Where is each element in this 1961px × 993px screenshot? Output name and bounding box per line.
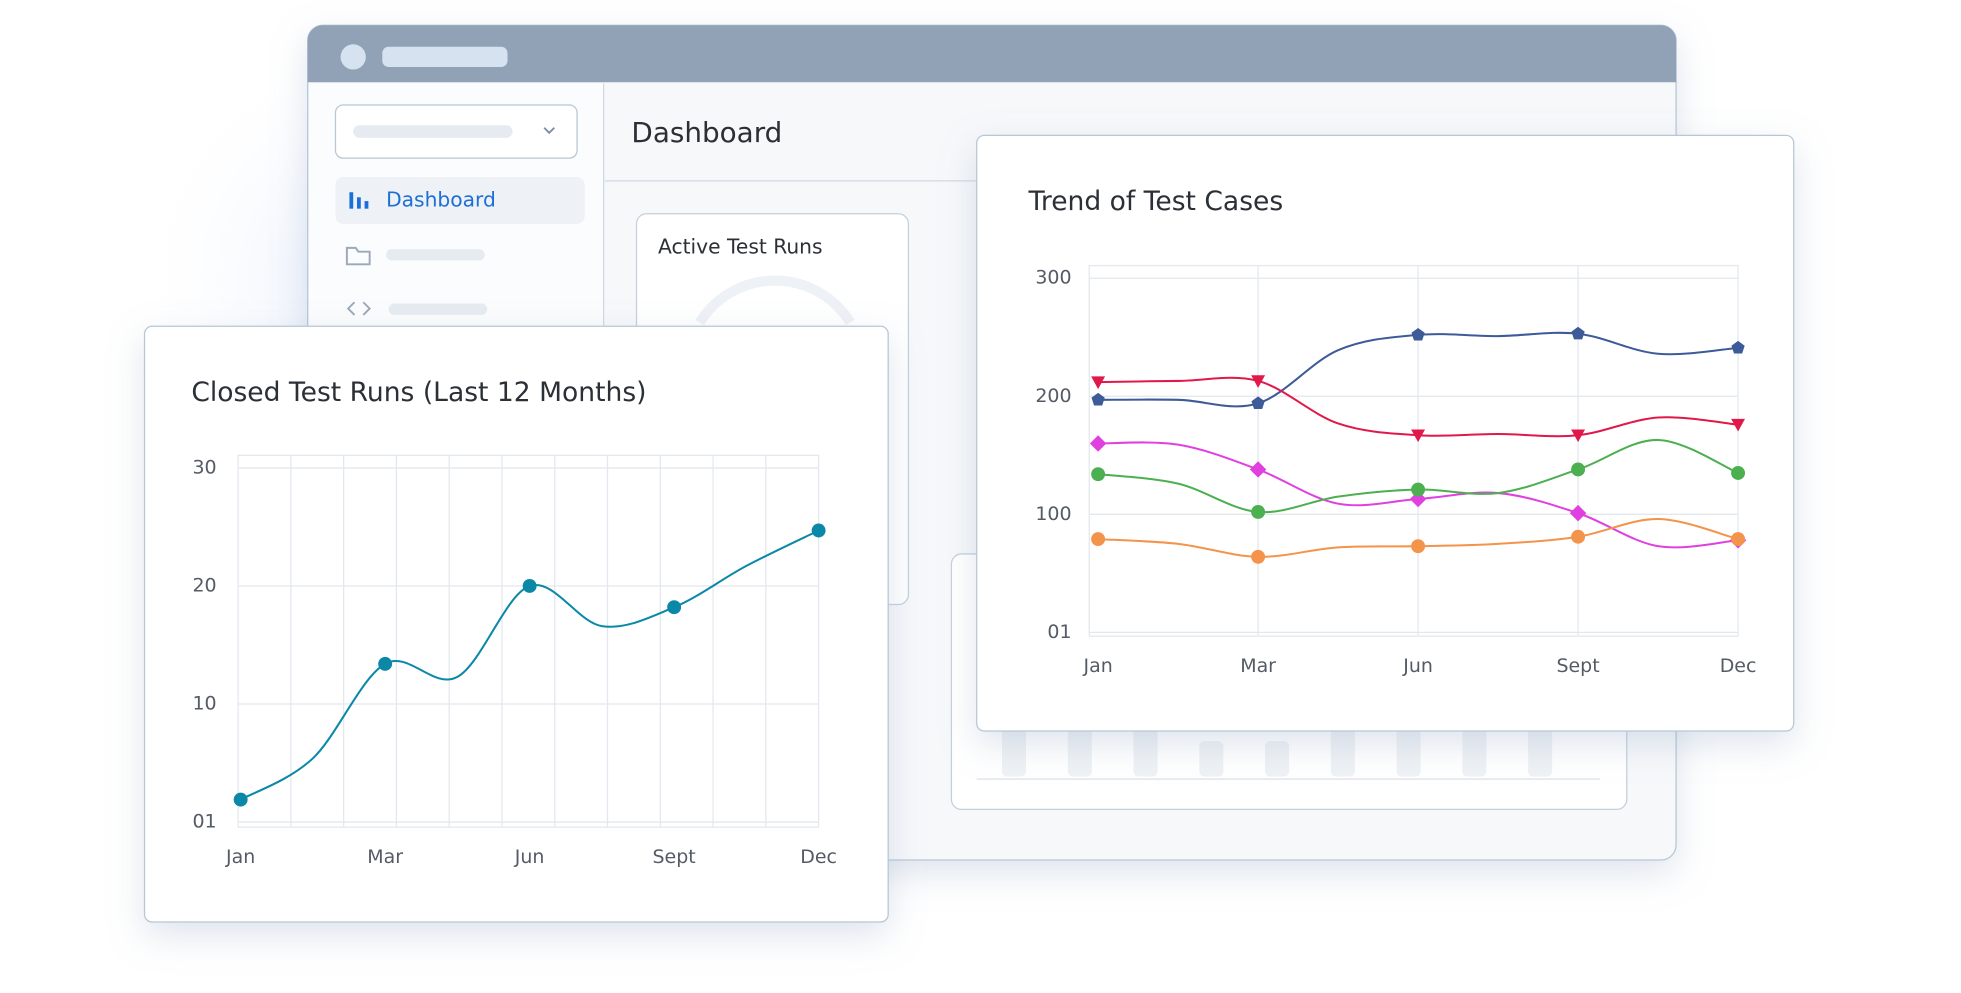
data-point: [1251, 504, 1266, 519]
nav-icon: [349, 192, 369, 209]
data-point: [1491, 486, 1505, 500]
y-tick-label: 30: [192, 456, 216, 478]
y-tick-label: 01: [192, 811, 216, 833]
chevron: [543, 127, 555, 135]
window-dot: [340, 44, 366, 70]
y-tick-label: 300: [1035, 267, 1071, 289]
faded-bars: [1002, 720, 1553, 777]
x-tick-label: Sept: [653, 846, 696, 868]
data-point: [1491, 537, 1505, 551]
data-point: [450, 670, 464, 684]
data-point: [1249, 461, 1267, 478]
x-tick-label: Jun: [1402, 655, 1433, 677]
data-point: [1731, 418, 1746, 432]
chart-title: Trend of Test Cases: [1028, 186, 1284, 217]
data-point: [1731, 466, 1746, 480]
folder-icon: [345, 246, 371, 266]
y-tick-label: 200: [1035, 385, 1071, 407]
x-tick-label: Mar: [367, 846, 403, 868]
y-tick-label: 20: [192, 574, 216, 596]
data-point: [1571, 462, 1586, 477]
data-point: [1091, 392, 1105, 406]
data-point: [1651, 433, 1665, 447]
x-tick-label: Dec: [1720, 655, 1757, 677]
x-tick-label: Jan: [225, 846, 255, 868]
y-tick-label: 01: [1047, 621, 1071, 643]
x-tick-label: Jun: [514, 846, 545, 868]
data-point: [378, 656, 393, 671]
data-point: [522, 579, 537, 593]
title-bar: [307, 25, 1677, 83]
nav-active[interactable]: [335, 177, 585, 224]
plot-frame: [237, 454, 820, 828]
data-point: [1251, 375, 1266, 388]
placeholder: [353, 125, 513, 138]
data-point: [811, 523, 826, 538]
data-point: [1251, 396, 1265, 409]
y-tick-label: 10: [192, 693, 216, 715]
url-bar: [382, 46, 508, 68]
data-point: [1411, 539, 1426, 554]
data-point: [306, 751, 320, 765]
data-point: [1411, 482, 1426, 497]
card-frame: [143, 325, 889, 923]
data-point: [233, 792, 248, 807]
card-title: Active Test Runs: [658, 234, 823, 258]
gauge: [695, 275, 855, 326]
chart-title: Closed Test Runs (Last 12 Months): [191, 377, 646, 408]
data-point: [1571, 529, 1586, 544]
nav-label[interactable]: Dashboard: [386, 188, 496, 212]
plot-frame: [1088, 264, 1739, 637]
data-point: [1091, 532, 1106, 547]
chart-card: Closed Test Runs (Last 12 Months) 01 10 20…: [143, 325, 889, 923]
series-line: [240, 529, 820, 801]
data-point: [739, 559, 753, 573]
code-icon: [346, 301, 371, 316]
data-point: [1571, 429, 1586, 443]
data-point: [1171, 477, 1185, 491]
data-point: [1331, 490, 1345, 504]
header-title: Dashboard: [631, 116, 782, 149]
y-tick-label: 100: [1035, 503, 1071, 525]
data-point: [1411, 429, 1426, 443]
data-point: [1091, 467, 1106, 482]
x-tick-label: Mar: [1240, 655, 1276, 677]
placeholder: [386, 249, 485, 261]
data-point: [1171, 537, 1185, 551]
data-point: [1091, 376, 1106, 390]
x-tick-label: Dec: [800, 846, 837, 868]
placeholder: [388, 303, 488, 315]
data-point: [595, 619, 609, 633]
data-point: [1731, 340, 1745, 354]
data-point: [1331, 540, 1345, 554]
chart-card: Trend of Test Cases 01 100 200 300 Jan Mar Jun…: [976, 134, 1795, 732]
x-tick-label: Jan: [1082, 655, 1112, 677]
data-point: [1651, 512, 1665, 526]
data-point: [1571, 326, 1585, 340]
data-point: [1251, 549, 1266, 564]
data-point: [1731, 532, 1746, 547]
data-point: [667, 600, 682, 615]
x-tick-label: Sept: [1556, 655, 1599, 677]
data-point: [1411, 327, 1425, 341]
